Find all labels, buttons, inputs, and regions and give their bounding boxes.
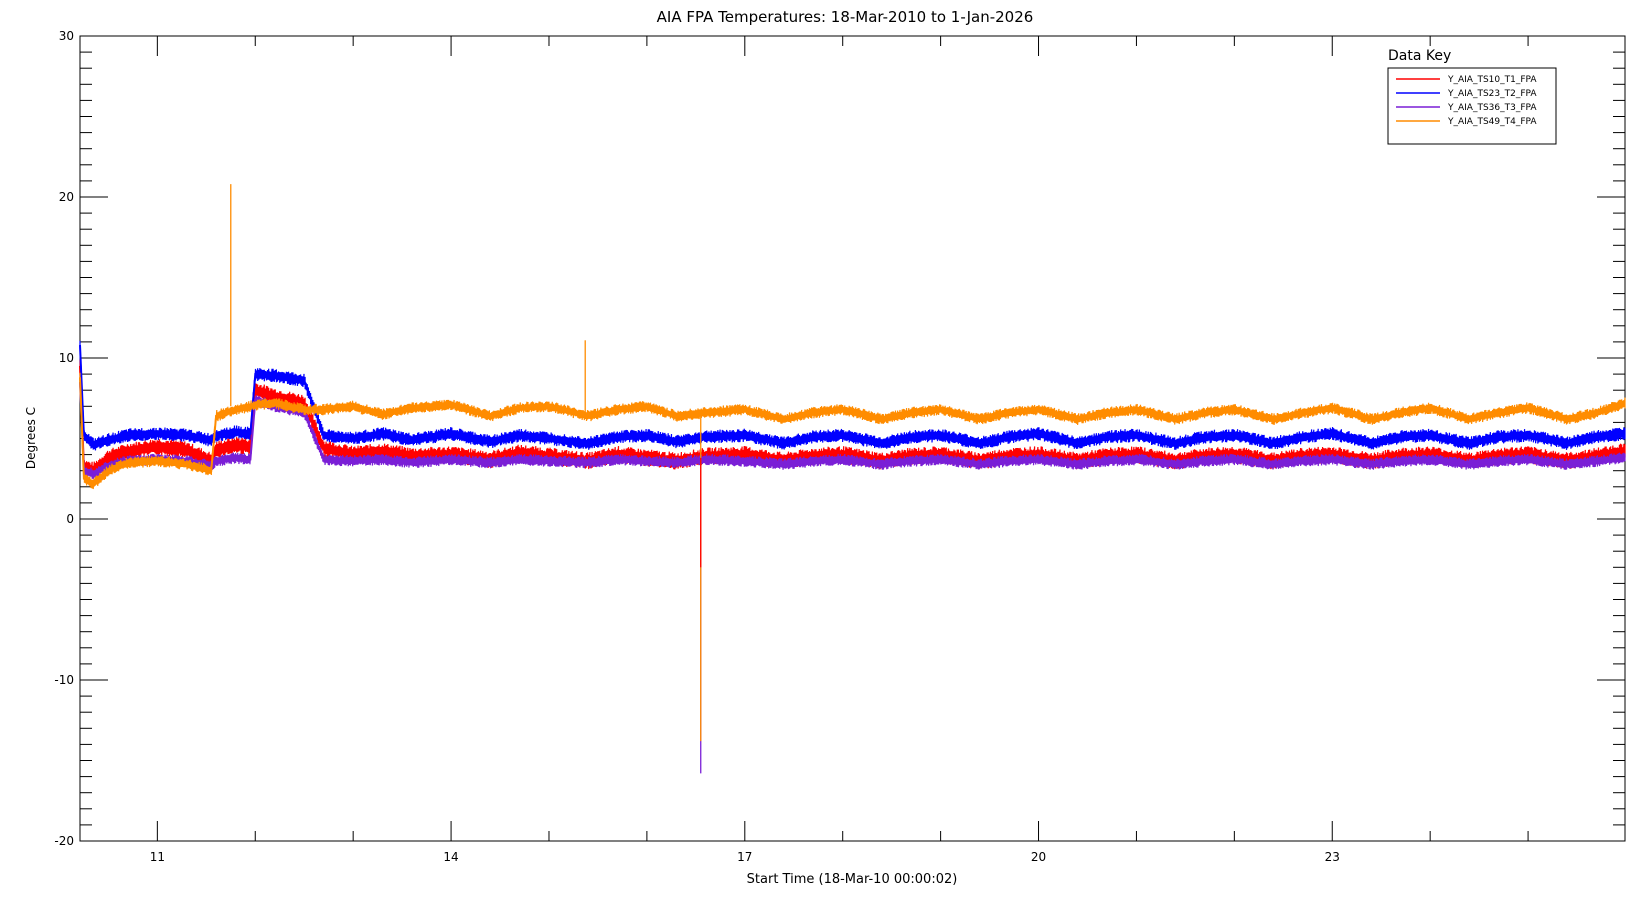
y-tick-label: -20 bbox=[54, 834, 74, 848]
legend-label: Y_AIA_TS49_T4_FPA bbox=[1447, 117, 1537, 127]
series-Y_AIA_TS36_T3_FPA bbox=[79, 378, 1626, 480]
legend-label: Y_AIA_TS10_T1_FPA bbox=[1447, 75, 1537, 85]
series-Y_AIA_TS23_T2_FPA bbox=[79, 340, 1626, 451]
x-tick-label: 23 bbox=[1325, 850, 1340, 864]
x-tick-label: 17 bbox=[737, 850, 752, 864]
series-line bbox=[79, 377, 1626, 485]
x-axis-label: Start Time (18-Mar-10 00:00:02) bbox=[747, 872, 958, 887]
series-layer bbox=[79, 184, 1626, 774]
series-line bbox=[79, 382, 1626, 475]
legend-box bbox=[1387, 67, 1557, 145]
series-band bbox=[79, 340, 1626, 451]
x-tick-label: 20 bbox=[1031, 850, 1046, 864]
y-tick-label: -10 bbox=[54, 673, 74, 687]
y-tick-label: 20 bbox=[59, 190, 74, 204]
chart-title: AIA FPA Temperatures: 18-Mar-2010 to 1-J… bbox=[657, 8, 1034, 26]
x-tick-label: 11 bbox=[150, 850, 165, 864]
legend-title: Data Key bbox=[1388, 48, 1451, 64]
series-line bbox=[79, 345, 1626, 447]
legend-entries: Y_AIA_TS10_T1_FPA Y_AIA_TS23_T2_FPA Y_AIA_… bbox=[1396, 75, 1537, 127]
y-tick-label: 10 bbox=[59, 351, 74, 365]
legend: Data Key Y_AIA_TS10_T1_FPA Y_AIA_TS23_T2_… bbox=[1387, 48, 1557, 145]
y-axis-label: Degrees C bbox=[24, 407, 38, 469]
axes: -20 -10 0 10 20 30 11 14 17 20 23 bbox=[54, 29, 1625, 864]
legend-label: Y_AIA_TS36_T3_FPA bbox=[1447, 103, 1537, 113]
y-tick-label: 0 bbox=[66, 512, 74, 526]
legend-label: Y_AIA_TS23_T2_FPA bbox=[1447, 89, 1537, 99]
x-tick-label: 14 bbox=[443, 850, 458, 864]
series-Y_AIA_TS49_T4_FPA bbox=[79, 372, 1626, 490]
y-tick-label: 30 bbox=[59, 29, 74, 43]
